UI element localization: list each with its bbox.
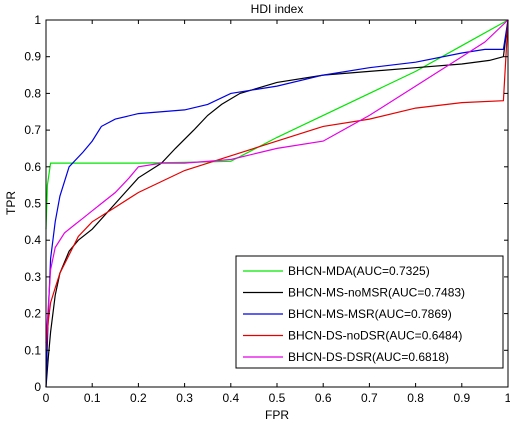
legend-label-4: BHCN-DS-DSR(AUC=0.6818) xyxy=(288,350,449,364)
x-tick-label-8: 0.8 xyxy=(407,391,424,405)
legend-box xyxy=(235,255,504,369)
y-tick-label-2: 0.2 xyxy=(24,307,41,321)
x-tick-label-6: 0.6 xyxy=(315,391,332,405)
y-tick-label-7: 0.7 xyxy=(24,123,41,137)
y-tick-label-0: 0 xyxy=(34,380,41,394)
y-tick-label-8: 0.8 xyxy=(24,86,41,100)
y-tick-label-5: 0.5 xyxy=(24,197,41,211)
series-line-4 xyxy=(45,19,509,344)
x-tick-label-5: 0.5 xyxy=(269,391,286,405)
x-tick-label-9: 0.9 xyxy=(453,391,470,405)
y-axis-label: TPR xyxy=(4,191,18,215)
legend-label-0: BHCN-MDA(AUC=0.7325) xyxy=(288,264,430,278)
y-tick-label-9: 0.9 xyxy=(24,50,41,64)
series-line-2 xyxy=(45,19,509,388)
series-layer xyxy=(45,19,509,388)
x-tick-label-1: 0.1 xyxy=(84,391,101,405)
x-tick-label-2: 0.2 xyxy=(130,391,147,405)
legend-items: BHCN-MDA(AUC=0.7325) BHCN-MS-noMSR(AUC=0.… xyxy=(243,264,465,364)
y-tick-label-3: 0.3 xyxy=(24,270,41,284)
y-tick-label-6: 0.6 xyxy=(24,160,41,174)
x-tick-label-3: 0.3 xyxy=(176,391,193,405)
chart-title: HDI index xyxy=(251,2,304,16)
legend-label-2: BHCN-MS-MSR(AUC=0.7869) xyxy=(288,307,452,321)
series-line-3 xyxy=(45,19,509,351)
y-tick-label-10: 1 xyxy=(34,13,41,27)
legend-label-3: BHCN-DS-noDSR(AUC=0.6484) xyxy=(288,329,462,343)
tick-layer: 0 0.1 0.2 0.3 0.4 0.5 0.6 0.7 0.8 0.9 1 0 0.1 0.2 0.3 0… xyxy=(24,13,510,405)
y-tick-label-1: 0.1 xyxy=(24,343,41,357)
legend: BHCN-MDA(AUC=0.7325) BHCN-MS-noMSR(AUC=0.… xyxy=(235,255,504,369)
y-tick-label-4: 0.4 xyxy=(24,233,41,247)
x-tick-label-10: 1 xyxy=(505,391,510,405)
legend-label-1: BHCN-MS-noMSR(AUC=0.7483) xyxy=(288,286,465,300)
x-tick-label-7: 0.7 xyxy=(361,391,378,405)
x-tick-label-0: 0 xyxy=(43,391,50,405)
x-axis-label: FPR xyxy=(265,408,289,422)
x-tick-label-4: 0.4 xyxy=(222,391,239,405)
